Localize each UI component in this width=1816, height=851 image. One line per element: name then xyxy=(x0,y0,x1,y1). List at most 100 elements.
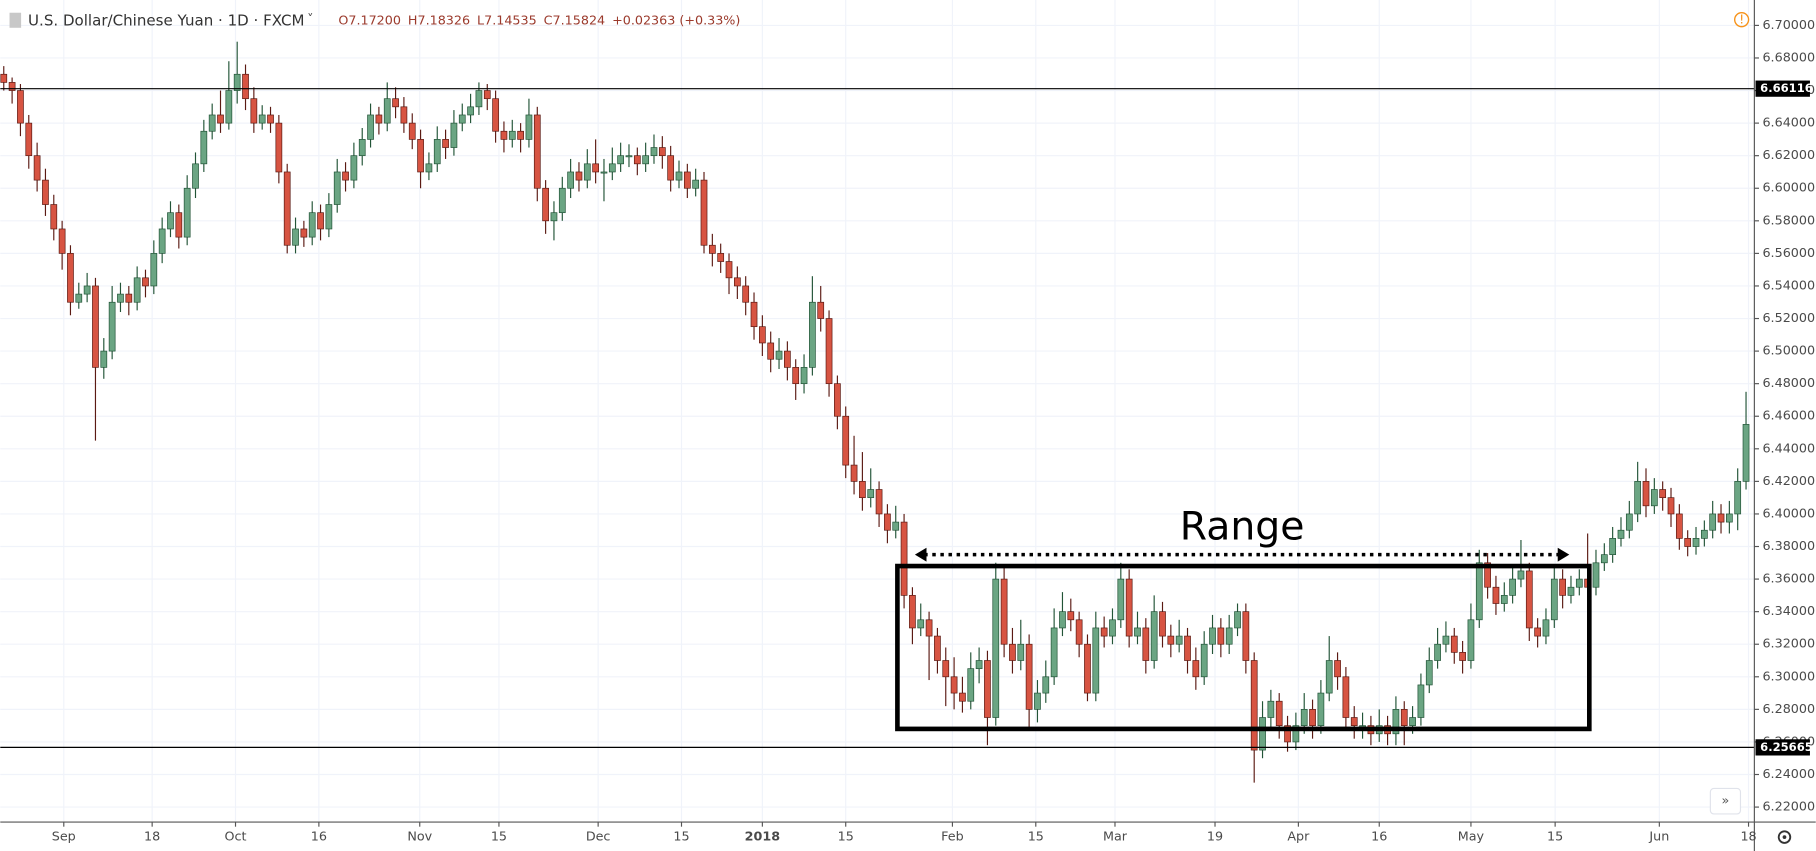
candle-body xyxy=(392,98,399,108)
candle-body xyxy=(733,277,741,287)
candle-body xyxy=(1134,627,1141,637)
candle-body xyxy=(1700,529,1708,539)
x-tick-label: Dec xyxy=(586,830,611,845)
candle-body xyxy=(1600,554,1608,564)
candle-body xyxy=(1125,578,1133,637)
candle-body xyxy=(1050,627,1058,678)
x-tick-label: 2018 xyxy=(745,830,781,845)
candle-body xyxy=(1017,643,1025,661)
candle-body xyxy=(375,114,383,124)
candle-body xyxy=(784,350,791,368)
candle-body xyxy=(1300,709,1308,726)
candle-body xyxy=(142,277,149,287)
candle-body xyxy=(475,90,483,108)
candle-body xyxy=(92,285,99,368)
warning-icon[interactable] xyxy=(1733,12,1750,28)
candle-body xyxy=(1592,562,1600,588)
candle-body xyxy=(1250,660,1258,751)
candle-body xyxy=(592,163,599,173)
candle-body xyxy=(1434,643,1441,661)
x-tick-label: Nov xyxy=(407,830,432,845)
legend-value: +0.02363 (+0.33%) xyxy=(612,13,740,28)
x-tick-label: 16 xyxy=(1371,830,1387,845)
candle-body xyxy=(208,114,216,132)
candle-body xyxy=(1192,660,1200,678)
candle-body xyxy=(242,73,249,100)
candle-body xyxy=(358,139,366,157)
candle-body xyxy=(108,301,116,352)
y-tick-label: 6.40000 xyxy=(1762,506,1815,521)
x-tick-label: 15 xyxy=(673,830,689,845)
candle-body xyxy=(1159,611,1166,637)
candle-body xyxy=(200,130,208,165)
candle-body xyxy=(1242,611,1250,661)
candle-body xyxy=(167,212,174,230)
candle-body xyxy=(1667,497,1675,515)
range-box xyxy=(895,563,1592,732)
candle-body xyxy=(1059,611,1066,629)
candle-body xyxy=(1167,635,1175,645)
candle-body xyxy=(1534,627,1541,637)
candle-body xyxy=(33,155,41,181)
candle-body xyxy=(1525,570,1533,629)
x-tick-label: 16 xyxy=(311,830,327,845)
candle-body xyxy=(1734,481,1742,515)
candle-body xyxy=(408,122,416,140)
candle-body xyxy=(508,130,516,140)
candle-body xyxy=(650,147,658,157)
y-tick-label: 6.56000 xyxy=(1762,246,1815,261)
candle-body xyxy=(308,212,316,238)
candle-body xyxy=(267,114,274,124)
candle-body xyxy=(183,187,191,238)
candle-body xyxy=(967,668,975,702)
candle-body xyxy=(900,521,908,596)
scroll-icon: » xyxy=(1722,794,1730,809)
candle-body xyxy=(1500,595,1508,604)
y-tick-label: 6.54000 xyxy=(1762,278,1815,293)
candle-body xyxy=(1575,578,1583,588)
candle-body xyxy=(917,619,925,629)
candle-body xyxy=(1634,481,1642,515)
candle-body xyxy=(192,163,199,189)
candle-body xyxy=(275,122,283,173)
x-tick-label: 15 xyxy=(1547,830,1563,845)
dropdown-caret[interactable]: ˅ xyxy=(307,12,313,27)
candle-body xyxy=(925,619,933,637)
candle-body xyxy=(383,98,391,124)
candle-body xyxy=(809,301,816,368)
candle-body xyxy=(175,212,183,238)
scroll-button[interactable] xyxy=(1709,787,1742,815)
settings-icon[interactable] xyxy=(1777,830,1792,844)
candle-body xyxy=(1550,578,1558,621)
arrow-head xyxy=(914,547,927,562)
candle-body xyxy=(1000,578,1008,645)
x-tick-label: 15 xyxy=(838,830,854,845)
grid xyxy=(0,0,1755,823)
candle-body xyxy=(300,228,308,238)
price-label-box xyxy=(1755,80,1810,97)
y-tick-label: 6.60000 xyxy=(1762,181,1815,196)
candle-body xyxy=(550,212,558,222)
candle-body xyxy=(400,106,408,124)
candle-body xyxy=(775,350,783,360)
candle-body xyxy=(1684,538,1692,547)
candle-body xyxy=(1184,635,1191,661)
candle-body xyxy=(683,171,691,189)
candle-body xyxy=(433,139,441,165)
arrow-head xyxy=(1557,547,1570,562)
y-tick-label: 6.42000 xyxy=(1762,474,1815,489)
candle-body xyxy=(1509,578,1516,596)
warning-mark: ! xyxy=(1739,13,1744,28)
candle-body xyxy=(725,261,733,279)
candle-body xyxy=(575,171,583,181)
candle-body xyxy=(1709,513,1717,531)
y-tick-label: 6.62000 xyxy=(1762,148,1815,163)
candle-body xyxy=(909,595,916,629)
candle-body xyxy=(1259,717,1266,751)
candle-body xyxy=(1459,652,1466,661)
candle-body xyxy=(892,521,900,531)
candle-body xyxy=(1075,619,1083,645)
candle-body xyxy=(1275,700,1283,726)
candle-body xyxy=(1234,611,1241,629)
candle-body xyxy=(859,481,866,499)
